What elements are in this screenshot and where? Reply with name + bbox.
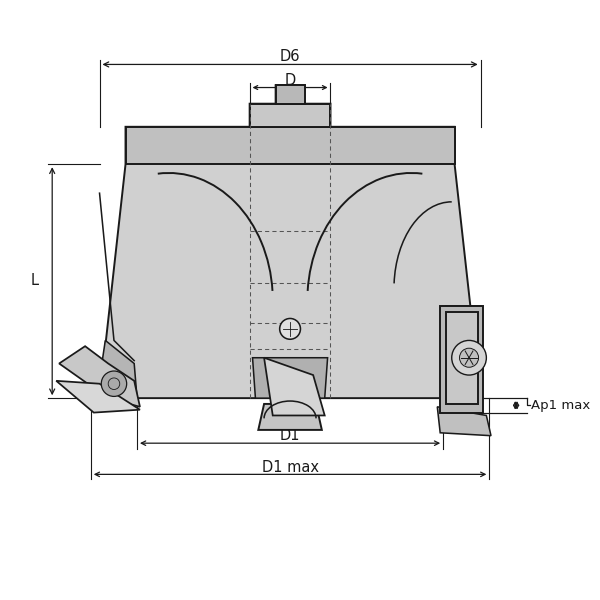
Text: D1: D1 [280,428,301,443]
Polygon shape [259,404,322,430]
Text: L: L [31,274,39,289]
Polygon shape [125,127,455,164]
Text: D: D [284,73,296,88]
Text: D6: D6 [280,49,301,64]
Polygon shape [275,85,305,104]
Text: Ap1 max: Ap1 max [532,398,590,412]
Polygon shape [253,358,328,398]
Polygon shape [97,340,137,398]
Text: D1 max: D1 max [262,460,319,475]
Polygon shape [100,85,481,398]
Polygon shape [264,358,325,415]
Circle shape [280,319,301,339]
Circle shape [452,340,487,375]
Polygon shape [446,311,478,404]
Polygon shape [437,407,491,436]
Polygon shape [446,306,481,398]
Circle shape [460,348,479,367]
Polygon shape [56,381,140,413]
Circle shape [101,371,127,397]
Polygon shape [440,306,484,413]
Polygon shape [59,346,140,407]
Polygon shape [250,104,331,127]
